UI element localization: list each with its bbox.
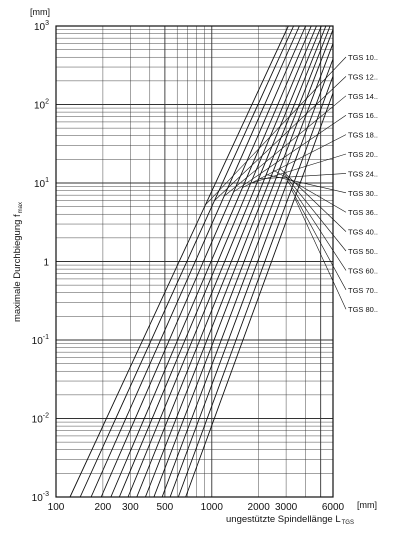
y-tick-exponent: -2: [43, 413, 49, 420]
series-line: [110, 25, 312, 498]
y-tick-label: 10-3: [32, 491, 49, 504]
series-leader-line: [233, 114, 347, 193]
series-label: TGS 70..: [348, 286, 378, 295]
x-tick-labels: 100 200 300 500 1000 2000 3000 6000: [48, 502, 345, 513]
x-tick-label: 500: [157, 502, 174, 513]
series-leader-line: [266, 174, 347, 194]
y-tick-base: 10: [34, 101, 46, 112]
y-tick-label: 1: [43, 258, 49, 269]
series-leader-line: [205, 56, 347, 206]
series-lines: [69, 25, 334, 498]
series-leader-line: [287, 180, 347, 271]
series-line: [127, 25, 322, 498]
x-tick-label: 300: [122, 502, 139, 513]
y-tick-label: 103: [34, 20, 49, 33]
y-tick-base: 10: [34, 22, 46, 33]
y-tick-exponent: 2: [45, 99, 49, 106]
series-line: [161, 43, 334, 498]
y-tick-label: 10-1: [32, 334, 49, 347]
series-labels: TGS 10.. TGS 12.. TGS 14.. TGS 16.. TGS 18..…: [348, 53, 378, 314]
x-unit-label: [mm]: [357, 500, 377, 510]
series-label: TGS 60..: [348, 266, 378, 275]
series-leader-line: [291, 189, 347, 290]
y-tick-label: 101: [34, 177, 49, 190]
series-line: [169, 58, 334, 498]
series-line: [118, 25, 317, 498]
y-tick-base: 10: [32, 493, 44, 504]
y-axis-label-main: maximale Durchbiegung f: [12, 214, 23, 322]
series-leader-line: [283, 173, 347, 252]
x-tick-label: 6000: [322, 502, 345, 513]
plot-grid: [55, 26, 334, 498]
series-leader-line: [214, 76, 347, 201]
series-label: TGS 10..: [348, 53, 378, 62]
y-tick-exponent: 1: [45, 177, 49, 184]
y-tick-label: 102: [34, 99, 49, 112]
series-line: [185, 92, 334, 498]
series-label: TGS 16..: [348, 111, 378, 120]
x-tick-label: 100: [48, 502, 65, 513]
x-tick-label: 2000: [248, 502, 271, 513]
y-tick-base: 10: [32, 336, 44, 347]
y-tick-base: 10: [32, 415, 44, 426]
series-line: [79, 25, 294, 498]
series-label: TGS 50..: [348, 247, 378, 256]
series-label: TGS 24..: [348, 169, 378, 178]
series-line: [145, 25, 331, 498]
x-axis-label-sub: TGS: [342, 520, 354, 526]
series-label: TGS 14..: [348, 92, 378, 101]
y-tick-exponent: -3: [43, 491, 49, 498]
y-tick-exponent: 3: [45, 20, 49, 27]
series-line: [100, 25, 306, 498]
y-tick-base: 1: [43, 258, 49, 269]
x-tick-label: 1000: [201, 502, 224, 513]
y-axis-label: maximale Durchbiegung fmax: [12, 202, 24, 322]
series-label: TGS 36..: [348, 208, 378, 217]
x-axis-label: ungestützte Spindellänge LTGS: [226, 514, 354, 526]
x-tick-label: 3000: [275, 502, 298, 513]
y-unit-label: [mm]: [30, 7, 50, 17]
series-leader-line: [258, 173, 347, 180]
series-line: [136, 25, 327, 498]
series-label: TGS 80..: [348, 305, 378, 314]
series-leader-line: [223, 95, 347, 197]
series-label: TGS 12..: [348, 72, 378, 81]
series-line: [69, 25, 289, 498]
series-leader-line: [279, 168, 347, 232]
series-label-leaders: [205, 56, 347, 310]
plot-frame: [55, 25, 334, 498]
series-label: TGS 30..: [348, 189, 378, 198]
x-axis-label-main: ungestützte Spindellänge L: [226, 514, 341, 525]
x-tick-label: 200: [95, 502, 112, 513]
series-leader-line: [250, 153, 347, 184]
series-line: [90, 25, 300, 498]
series-line: [177, 75, 334, 498]
series-leader-line: [242, 134, 347, 188]
series-leader-line: [294, 197, 347, 310]
y-tick-exponent: -1: [43, 334, 49, 341]
series-leader-line: [273, 169, 347, 213]
series-label: TGS 20..: [348, 150, 378, 159]
series-label: TGS 18..: [348, 131, 378, 140]
y-axis-label-sub: max: [18, 202, 24, 213]
series-label: TGS 40..: [348, 228, 378, 237]
series-line: [153, 29, 334, 498]
y-tick-base: 10: [34, 179, 46, 190]
y-tick-label: 10-2: [32, 413, 49, 426]
